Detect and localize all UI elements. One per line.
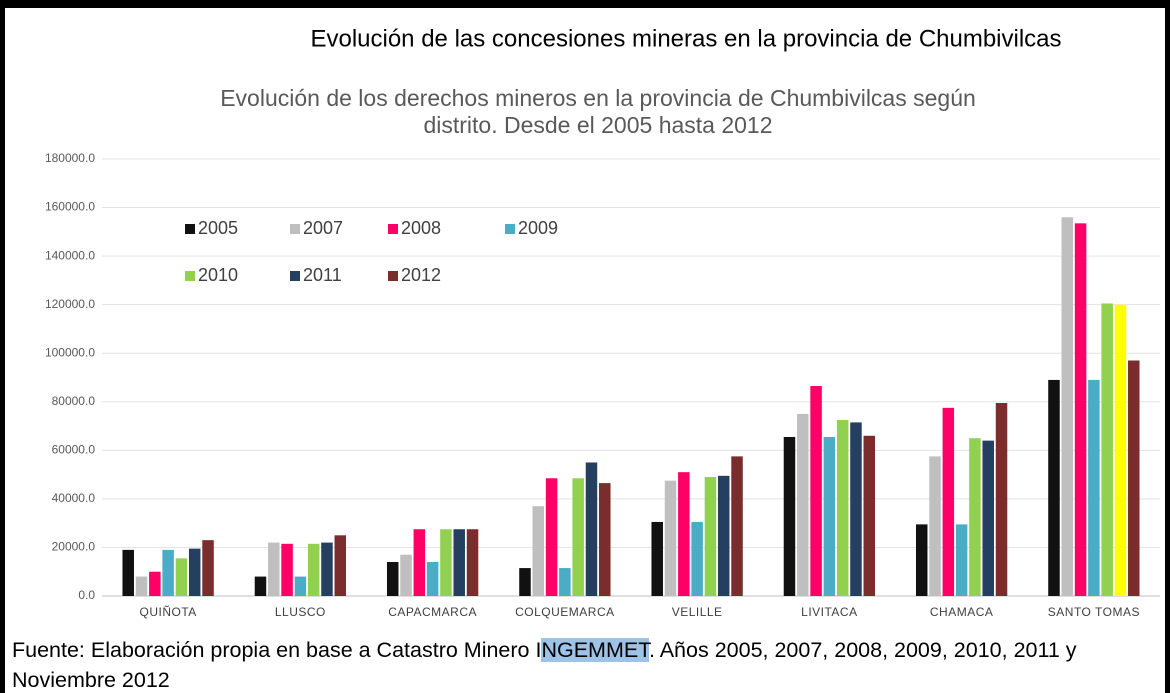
- bar: [678, 472, 690, 596]
- y-tick-label: 20000.0: [52, 540, 96, 554]
- y-tick-label: 80000.0: [52, 394, 96, 408]
- bar: [559, 568, 571, 596]
- y-tick-label: 120000.0: [45, 297, 95, 311]
- bar: [1048, 379, 1060, 596]
- bar: [969, 438, 981, 596]
- source-text: . Años 2005, 2007, 2008, 2009, 2010, 201…: [12, 638, 1077, 692]
- bar: [863, 435, 876, 596]
- x-tick-label: CHAMACA: [930, 605, 994, 619]
- bar: [1088, 379, 1100, 596]
- bar: [731, 456, 743, 596]
- bar: [413, 529, 426, 596]
- bar: [453, 529, 465, 596]
- bar: [321, 542, 333, 596]
- bar: [188, 548, 201, 596]
- x-tick-label: LIVITACA: [801, 605, 857, 619]
- x-tick-label: QUIÑOTA: [139, 605, 196, 619]
- bar: [585, 462, 598, 596]
- bar: [426, 562, 439, 596]
- y-tick-label: 180000.0: [45, 151, 95, 165]
- bar: [651, 521, 663, 596]
- legend-label: 2011: [303, 265, 342, 285]
- source-note: Fuente: Elaboración propia en base a Cat…: [12, 635, 1164, 693]
- bar: [664, 480, 677, 596]
- bar: [823, 436, 836, 596]
- bar: [281, 543, 293, 596]
- bar: [519, 568, 531, 596]
- bar: [942, 407, 955, 596]
- x-tick-label: LLUSCO: [275, 605, 326, 619]
- bar: [400, 554, 412, 596]
- y-tick-label: 100000.0: [45, 345, 95, 359]
- source-highlight: NGEMMET: [541, 638, 649, 662]
- bar: [1101, 303, 1113, 596]
- bar: [135, 576, 148, 596]
- bar: [850, 422, 862, 596]
- bar: [836, 419, 849, 596]
- bar: [691, 521, 703, 596]
- bar: [929, 456, 941, 596]
- chart-title: Evolución de las concesiones mineras en …: [310, 25, 1061, 52]
- bar: [440, 529, 452, 596]
- legend-swatch: [505, 224, 515, 234]
- bar: [915, 524, 928, 596]
- bar: [810, 385, 822, 596]
- bar: [545, 478, 558, 596]
- source-text: Fuente: Elaboración propia en base a Cat…: [12, 638, 542, 662]
- x-tick-label: SANTO TOMAS: [1048, 605, 1140, 619]
- bar: [202, 540, 214, 596]
- bar: [386, 562, 399, 596]
- legend-swatch: [290, 271, 300, 281]
- legend-swatch: [185, 271, 195, 281]
- chart-subtitle: distrito. Desde el 2005 hasta 2012: [423, 112, 772, 138]
- bar: [334, 535, 347, 596]
- bar: [162, 549, 174, 596]
- legend-label: 2010: [198, 265, 238, 285]
- legend-label: 2005: [198, 218, 238, 238]
- bar: [532, 506, 545, 596]
- x-tick-label: CAPACMARCA: [388, 605, 477, 619]
- bar: [982, 440, 994, 596]
- bar: [1128, 360, 1140, 596]
- legend-swatch: [388, 224, 398, 234]
- x-tick-label: COLQUEMARCA: [515, 605, 615, 619]
- legend-swatch: [185, 224, 195, 234]
- bar: [175, 558, 188, 596]
- bar: [254, 576, 267, 596]
- y-tick-label: 40000.0: [52, 491, 96, 505]
- bar: [294, 576, 307, 596]
- legend-label: 2007: [303, 218, 343, 238]
- bar: [1074, 223, 1087, 596]
- y-tick-label: 140000.0: [45, 248, 95, 262]
- bar: [704, 477, 717, 596]
- legend-swatch: [290, 224, 300, 234]
- chart-subtitle: Evolución de los derechos mineros en la …: [220, 85, 976, 111]
- bar: [1114, 304, 1127, 596]
- bar: [599, 483, 611, 596]
- bar: [466, 529, 479, 596]
- bar: [995, 402, 1008, 596]
- legend-swatch: [388, 271, 398, 281]
- legend-label: 2009: [518, 218, 558, 238]
- bar: [717, 475, 730, 596]
- bar: [783, 436, 796, 596]
- x-tick-label: VELILLE: [672, 605, 723, 619]
- y-tick-label: 160000.0: [45, 200, 95, 214]
- bar: [307, 543, 320, 596]
- bar: [572, 478, 584, 596]
- bar: [797, 413, 809, 596]
- legend-label: 2012: [401, 265, 441, 285]
- legend-label: 2008: [401, 218, 441, 238]
- bar: [122, 549, 134, 596]
- bar: [955, 524, 968, 596]
- bar: [149, 571, 161, 596]
- y-tick-label: 0.0: [78, 588, 95, 602]
- bar: [1061, 217, 1074, 596]
- y-tick-label: 60000.0: [52, 443, 96, 457]
- bar: [268, 542, 280, 596]
